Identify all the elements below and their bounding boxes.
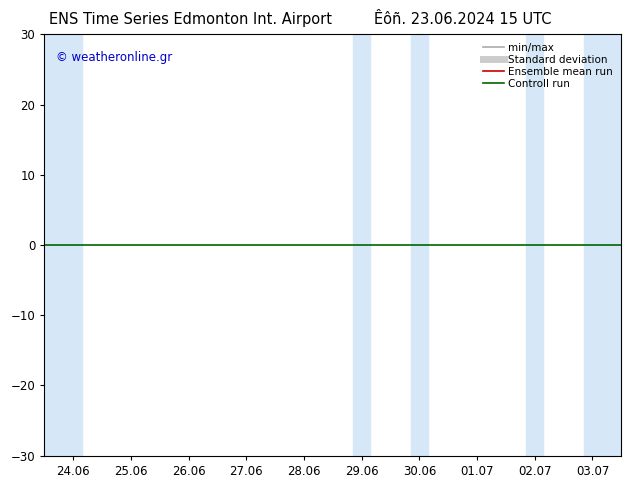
Text: Êôñ. 23.06.2024 15 UTC: Êôñ. 23.06.2024 15 UTC (374, 12, 552, 27)
Bar (411, 34, 428, 456)
Text: ENS Time Series Edmonton Int. Airport: ENS Time Series Edmonton Int. Airport (49, 12, 332, 27)
Text: © weatheronline.gr: © weatheronline.gr (56, 51, 172, 64)
Bar (353, 34, 370, 456)
Bar (526, 34, 543, 456)
Legend: min/max, Standard deviation, Ensemble mean run, Controll run: min/max, Standard deviation, Ensemble me… (480, 40, 616, 92)
Bar (584, 34, 621, 456)
Bar (44, 34, 82, 456)
